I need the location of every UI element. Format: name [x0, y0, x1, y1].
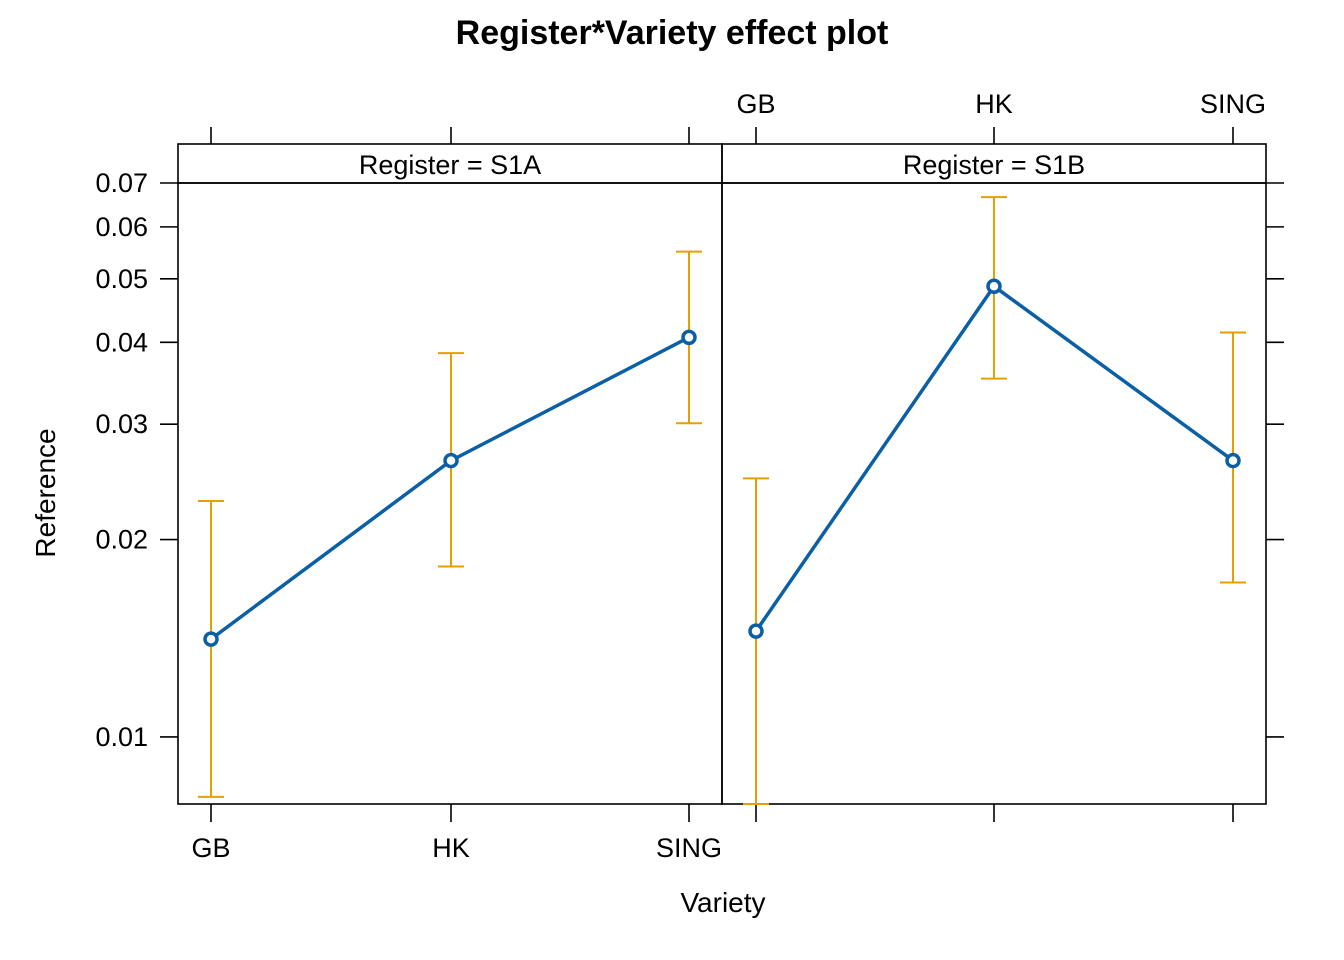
plot-area: 0.01 0.02 0.03 0.04 0.05 0.06 0.07 Register = S… [95, 89, 1284, 863]
y-tick-label: 0.05 [95, 264, 148, 294]
y-tick-label: 0.07 [95, 168, 148, 198]
y-tick-label: 0.02 [95, 525, 148, 555]
x-tick-label: HK [975, 89, 1013, 119]
y-tick-label: 0.01 [95, 722, 148, 752]
x-tick-label: GB [736, 89, 775, 119]
data-point [443, 452, 459, 469]
data-point [681, 329, 697, 346]
x-tick-label: SING [1200, 89, 1266, 119]
data-point [1225, 452, 1241, 469]
x-tick-label: HK [432, 833, 470, 863]
data-point [203, 631, 219, 647]
y-tick-label: 0.03 [95, 409, 148, 439]
panel-strip-label: Register = S1B [903, 150, 1085, 180]
y-tick-label: 0.04 [95, 327, 148, 357]
data-point [748, 623, 764, 639]
y-tick-label: 0.06 [95, 212, 148, 242]
x-axis-label: Variety [680, 887, 765, 918]
data-point [986, 278, 1002, 295]
y-axis-label: Reference [30, 428, 61, 557]
x-tick-label: GB [191, 833, 230, 863]
chart-title: Register*Variety effect plot [456, 14, 889, 52]
x-tick-label: SING [656, 833, 722, 863]
panel-strip-label: Register = S1A [359, 150, 541, 180]
